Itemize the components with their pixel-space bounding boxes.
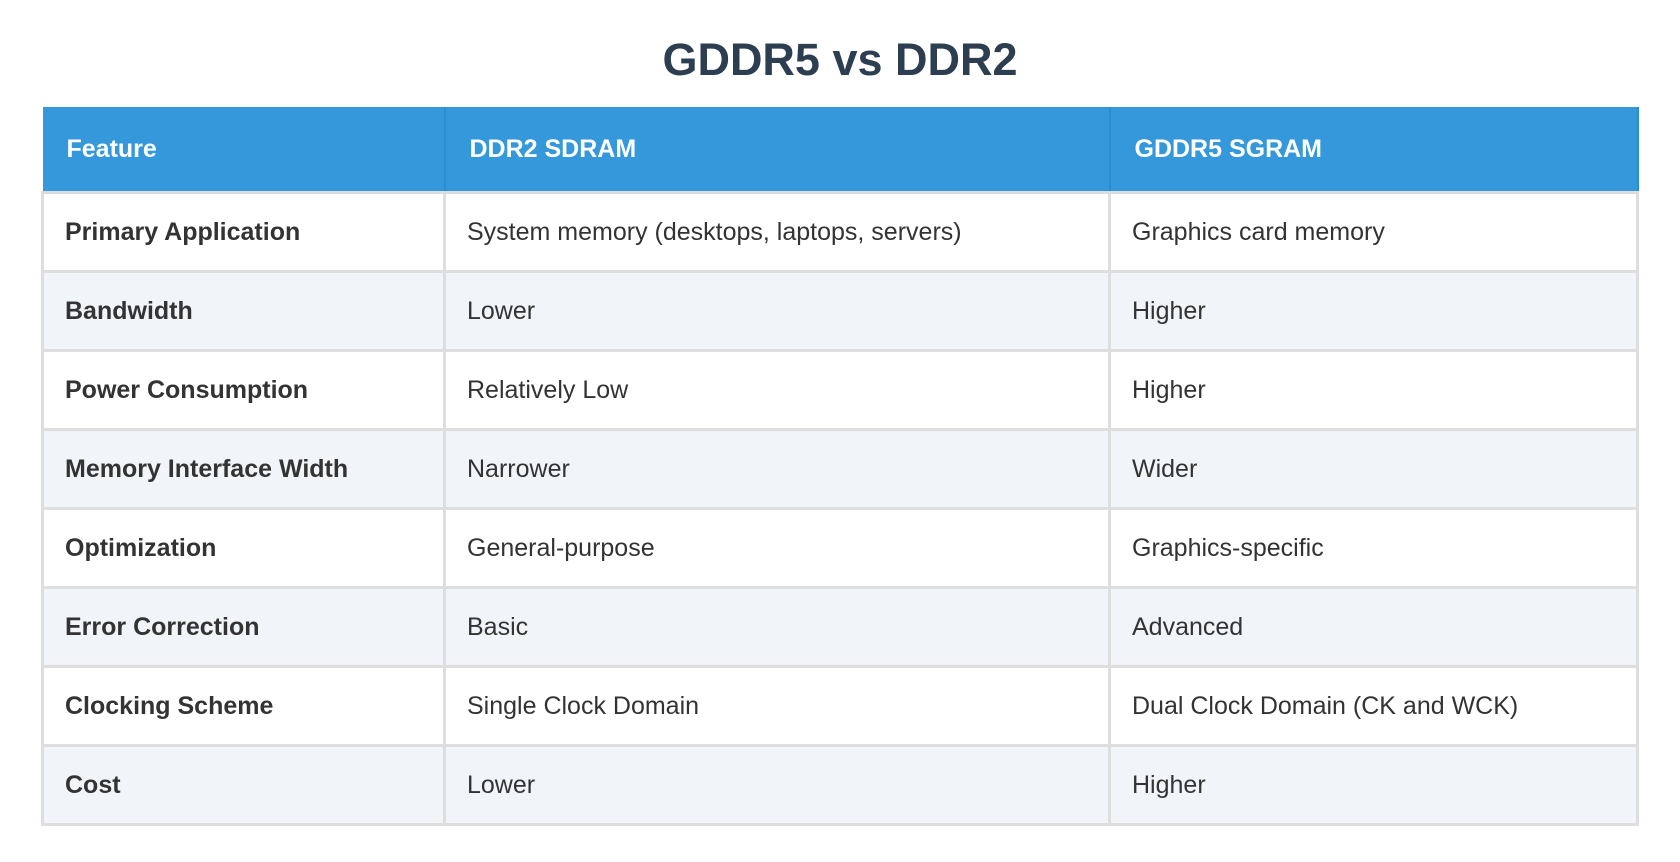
- gddr5-cell: Graphics-specific: [1108, 508, 1639, 589]
- gddr5-cell: Dual Clock Domain (CK and WCK): [1108, 666, 1639, 747]
- gddr5-cell: Higher: [1108, 350, 1639, 431]
- ddr2-cell: Single Clock Domain: [443, 666, 1111, 747]
- ddr2-cell: General-purpose: [443, 508, 1111, 589]
- feature-cell: Power Consumption: [41, 350, 446, 431]
- header-row: Feature DDR2 SDRAM GDDR5 SGRAM: [42, 107, 1639, 194]
- table-row: Error Correction Basic Advanced: [41, 587, 1639, 668]
- table-row: Power Consumption Relatively Low Higher: [41, 350, 1639, 431]
- ddr2-cell: Narrower: [443, 429, 1111, 510]
- header-feature: Feature: [42, 107, 446, 194]
- feature-cell: Bandwidth: [41, 271, 446, 352]
- page-title: GDDR5 vs DDR2: [662, 34, 1018, 85]
- gddr5-cell: Higher: [1108, 745, 1639, 826]
- ddr2-cell: System memory (desktops, laptops, server…: [443, 192, 1111, 273]
- table-row: Cost Lower Higher: [41, 745, 1639, 826]
- gddr5-cell: Graphics card memory: [1108, 192, 1639, 273]
- header-gddr5: GDDR5 SGRAM: [1109, 107, 1639, 194]
- gddr5-cell: Higher: [1108, 271, 1639, 352]
- ddr2-cell: Basic: [443, 587, 1111, 668]
- gddr5-cell: Wider: [1108, 429, 1639, 510]
- table-row: Clocking Scheme Single Clock Domain Dual C…: [41, 666, 1639, 747]
- feature-cell: Clocking Scheme: [41, 666, 446, 747]
- feature-cell: Optimization: [41, 508, 446, 589]
- gddr5-cell: Advanced: [1108, 587, 1639, 668]
- table-row: Memory Interface Width Narrower Wider: [41, 429, 1639, 510]
- table-row: Bandwidth Lower Higher: [41, 271, 1639, 352]
- feature-cell: Error Correction: [41, 587, 446, 668]
- comparison-table: Feature DDR2 SDRAM GDDR5 SGRAM Primary A…: [41, 107, 1639, 826]
- header-ddr2: DDR2 SDRAM: [444, 107, 1111, 194]
- table-row: Optimization General-purpose Graphics-spec…: [41, 508, 1639, 589]
- ddr2-cell: Lower: [443, 271, 1111, 352]
- feature-cell: Primary Application: [41, 192, 446, 273]
- feature-cell: Memory Interface Width: [41, 429, 446, 510]
- feature-cell: Cost: [41, 745, 446, 826]
- ddr2-cell: Lower: [443, 745, 1111, 826]
- ddr2-cell: Relatively Low: [443, 350, 1111, 431]
- table-row: Primary Application System memory (deskto…: [41, 192, 1639, 273]
